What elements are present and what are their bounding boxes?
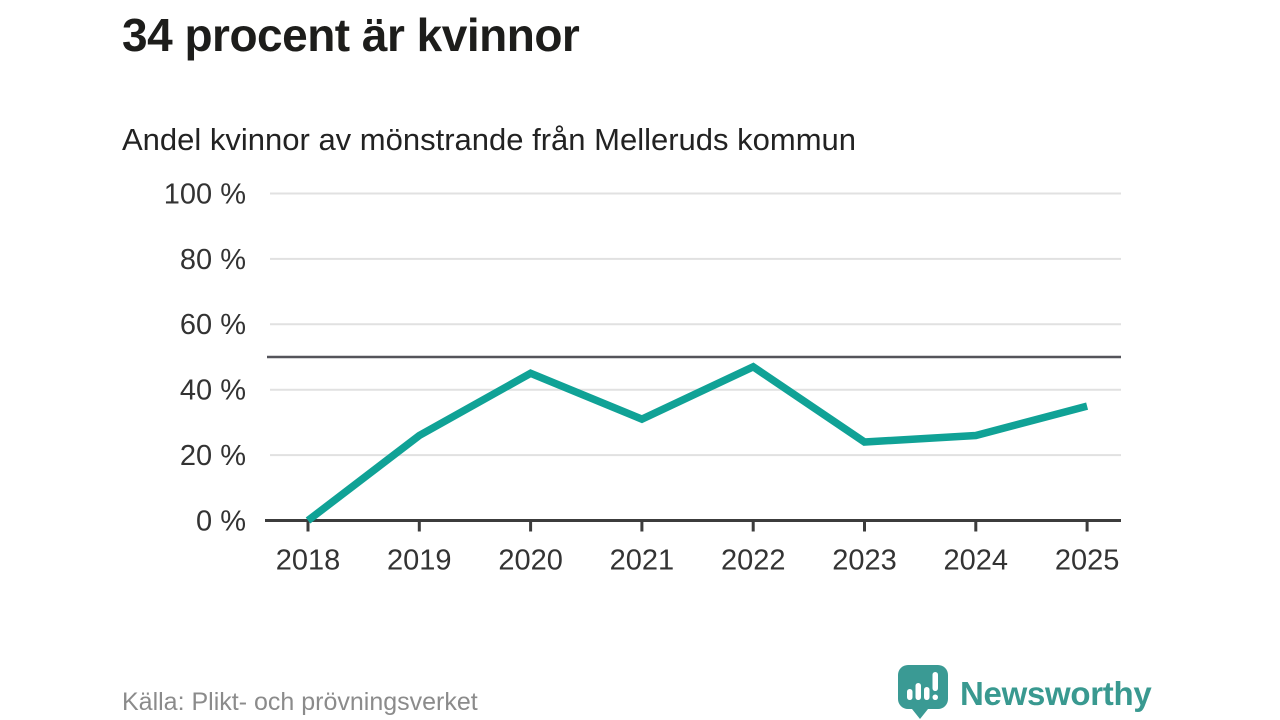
newsworthy-bubble-chart-icon bbox=[897, 664, 949, 720]
y-tick-label: 80 % bbox=[180, 244, 246, 276]
y-tick-label: 20 % bbox=[180, 440, 246, 472]
y-tick-label: 40 % bbox=[180, 375, 246, 407]
x-tick-label: 2022 bbox=[721, 545, 786, 577]
x-tick-label: 2024 bbox=[944, 545, 1009, 577]
x-tick-label: 2018 bbox=[276, 545, 341, 577]
chart-title: 34 procent är kvinnor bbox=[122, 9, 580, 61]
line-chart: 0 % 20 % 40 % 60 % 80 % 100 % 2018 2019 2020 2021… bbox=[164, 178, 1121, 577]
brand-logo: Newsworthy bbox=[897, 664, 1152, 720]
x-tick-label: 2021 bbox=[610, 545, 675, 577]
x-tick-label: 2019 bbox=[387, 545, 452, 577]
y-tick-label: 100 % bbox=[164, 178, 246, 210]
x-tick-label: 2025 bbox=[1055, 545, 1120, 577]
y-tick-label: 60 % bbox=[180, 309, 246, 341]
source-note: Källa: Plikt- och prövningsverket bbox=[122, 688, 478, 716]
x-tick-label: 2023 bbox=[832, 545, 897, 577]
brand-wordmark: Newsworthy bbox=[960, 675, 1152, 712]
trend-line bbox=[305, 362, 1089, 524]
x-tick-label: 2020 bbox=[498, 545, 563, 577]
y-tick-label: 0 % bbox=[196, 505, 246, 537]
chart-subtitle: Andel kvinnor av mönstrande från Melleru… bbox=[122, 122, 857, 157]
